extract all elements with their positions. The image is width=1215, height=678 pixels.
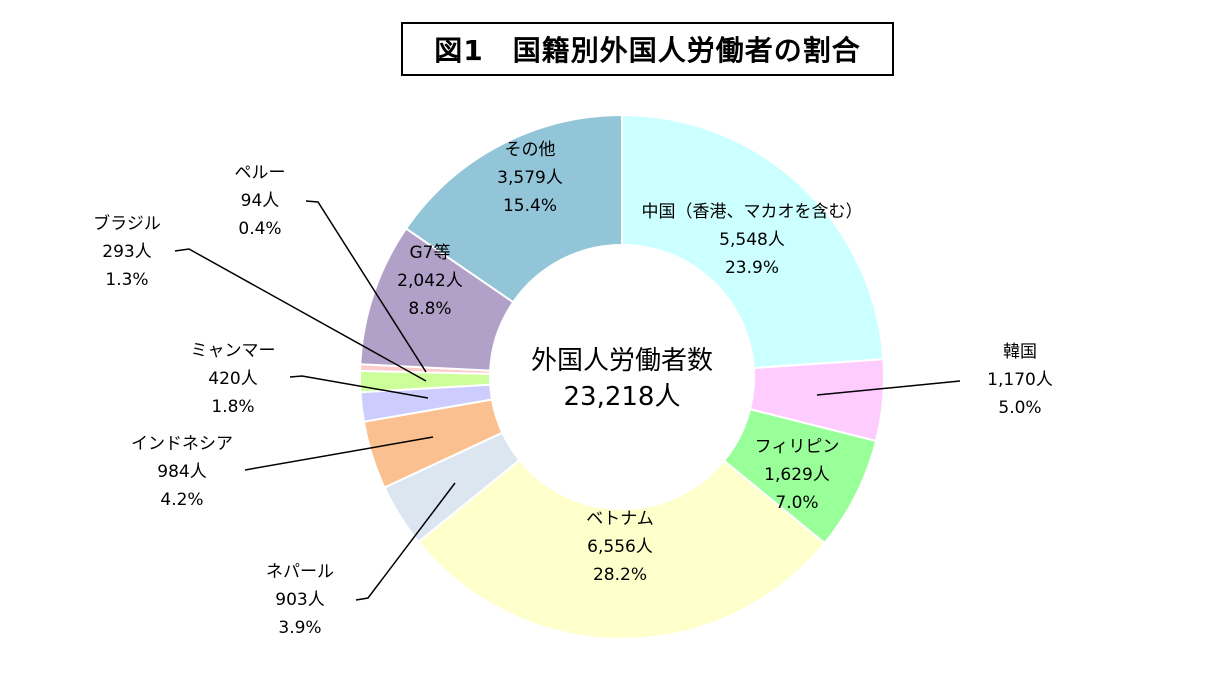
slice-7-count: 293人 (102, 242, 151, 262)
slice-4-leader-line (355, 482, 456, 601)
slice-8-count: 94人 (241, 191, 280, 211)
chart-title: 図1 国籍別外国人労働者の割合 (401, 22, 894, 76)
slice-9-name: G7等 (410, 243, 451, 263)
slice-1-count: 1,170人 (987, 370, 1053, 390)
slice-5-name: インドネシア (131, 434, 233, 454)
slice-6-count: 420人 (208, 369, 257, 389)
slice-3-name: ベトナム (586, 509, 654, 529)
center-label: 外国人労働者数 23,218人 (531, 346, 713, 412)
slice-5-label: インドネシア 984人 4.2% (131, 434, 434, 510)
slice-3-label: ベトナム 6,556人 28.2% (586, 509, 654, 585)
slice-3-count: 6,556人 (587, 537, 653, 557)
slice-3-arc (417, 458, 826, 640)
slice-7-name: ブラジル (93, 213, 161, 234)
slice-1-leader-line (816, 380, 961, 396)
slice-2-label: フィリピン 1,629人 7.0% (755, 437, 840, 513)
slice-7-percent: 1.3% (105, 270, 148, 290)
slice-1-percent: 5.0% (998, 398, 1041, 418)
slice-0-label: 中国（香港、マカオを含む） 5,548人 23.9% (642, 202, 863, 278)
slice-8-leader-line (305, 200, 427, 373)
slice-4-percent: 3.9% (278, 618, 321, 638)
slice-10-name: その他 (505, 140, 556, 160)
slice-7-label: ブラジル 293人 1.3% (93, 213, 427, 382)
slice-10-label: その他 3,579人 15.4% (497, 140, 563, 216)
slice-6-percent: 1.8% (211, 397, 254, 417)
slice-8-percent: 0.4% (238, 219, 281, 239)
slice-5-leader-line (244, 436, 434, 471)
slice-10-arc (404, 113, 623, 304)
slices-group (359, 113, 885, 640)
slice-6-leader-line (289, 375, 429, 399)
slice-9-label: G7等 2,042人 8.8% (397, 243, 463, 319)
slice-9-count: 2,042人 (397, 271, 463, 291)
slice-8-label: ペルー 94人 0.4% (235, 163, 427, 373)
slice-0-name: 中国（香港、マカオを含む） (642, 202, 863, 222)
slice-6-label: ミャンマー 420人 1.8% (191, 341, 429, 417)
slice-1-name: 韓国 (1003, 342, 1037, 362)
slice-6-name: ミャンマー (191, 341, 276, 361)
slice-4-label: ネパール 903人 3.9% (266, 482, 456, 638)
slice-5-count: 984人 (157, 462, 206, 482)
slice-2-percent: 7.0% (775, 493, 818, 513)
center-title: 外国人労働者数 (531, 346, 713, 376)
slice-8-name: ペルー (235, 163, 286, 183)
slice-2-count: 1,629人 (764, 465, 830, 485)
slice-0-percent: 23.9% (725, 258, 779, 278)
slice-0-arc (621, 113, 885, 370)
slice-5-percent: 4.2% (160, 490, 203, 510)
center-total: 23,218人 (564, 382, 681, 412)
slice-4-count: 903人 (275, 590, 324, 610)
slice-9-percent: 8.8% (408, 299, 451, 319)
slice-0-count: 5,548人 (719, 230, 785, 250)
slice-4-name: ネパール (266, 562, 334, 582)
slice-10-count: 3,579人 (497, 168, 563, 188)
slice-7-leader-line (174, 248, 427, 382)
slice-2-name: フィリピン (755, 437, 840, 457)
slice-10-percent: 15.4% (503, 196, 557, 216)
slice-3-percent: 28.2% (593, 565, 647, 585)
slice-1-label: 韓国 1,170人 5.0% (816, 342, 1053, 418)
